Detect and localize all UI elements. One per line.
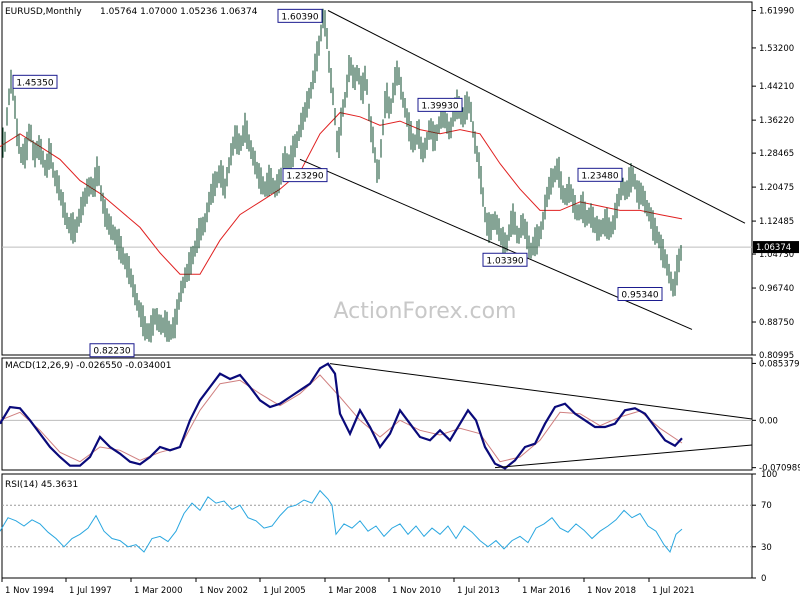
price-trend-lines xyxy=(299,10,746,330)
price-tick-label: 1.04730 xyxy=(759,250,794,260)
price-annotations: 1.45350 0.82230 1.60390 1.23290 1.39930 1.033… xyxy=(12,8,663,358)
panel-frame xyxy=(1,357,753,471)
price-tick-label: 0.96740 xyxy=(759,284,794,294)
x-tick-label: 1 Nov 2002 xyxy=(199,586,248,596)
rsi-tick-label: 70 xyxy=(761,501,772,511)
rsi-axis-ticks: 100 70 30 0 xyxy=(752,470,777,584)
rsi-tick-label: 0 xyxy=(761,574,766,584)
price-annotation-label: 1.60390 xyxy=(281,12,318,22)
x-tick-label: 1 Nov 2018 xyxy=(587,586,636,596)
macd-tick-label: 0.00 xyxy=(759,416,778,426)
macd-tick-label: -0.070989 xyxy=(759,464,800,474)
x-tick-label: 1 Jul 1997 xyxy=(69,586,112,596)
price-annotation-box xyxy=(482,252,528,267)
chart-ohlc-label: 1.05764 1.07000 1.05236 1.06374 xyxy=(100,7,258,17)
price-annotation-box xyxy=(89,343,135,358)
x-axis-ticks: 1 Nov 1994 1 Jul 1997 1 Mar 2000 1 Nov 2002… xyxy=(1,578,695,596)
price-tick-label: 1.44210 xyxy=(759,82,794,92)
macd-tick-label: 0.085379 xyxy=(759,359,800,369)
price-tick-label: 0.80995 xyxy=(759,351,794,361)
macd-line xyxy=(0,362,683,470)
macd-signal-line xyxy=(0,374,683,463)
price-annotation-box xyxy=(417,97,463,112)
panel-frame xyxy=(1,473,753,579)
moving-average-line xyxy=(0,112,683,275)
price-trend-line xyxy=(327,10,746,224)
panel-frame xyxy=(1,1,753,356)
price-tick-label: 1.61990 xyxy=(759,7,794,17)
price-tick-label: 0.88750 xyxy=(759,318,794,328)
macd-axis-ticks: 0.085379 0.00 -0.070989 xyxy=(752,359,800,474)
price-annotation-label: 0.95340 xyxy=(621,290,658,300)
x-tick-label: 1 Mar 2008 xyxy=(328,586,376,596)
price-tick-label: 1.36220 xyxy=(759,116,794,126)
price-annotation-box xyxy=(277,8,323,23)
rsi-line xyxy=(0,489,683,554)
x-tick-label: 1 Nov 2010 xyxy=(392,586,441,596)
macd-series xyxy=(0,362,753,470)
price-annotation-label: 1.45350 xyxy=(16,78,53,88)
x-tick-label: 1 Jul 2013 xyxy=(457,586,500,596)
x-tick-label: 1 Jul 2021 xyxy=(652,586,695,596)
price-axis-ticks: 1.61990 1.53200 1.44210 1.36220 1.28465 1.204… xyxy=(752,7,799,361)
macd-label: MACD(12,26,9) -0.026550 -0.034001 xyxy=(5,361,171,371)
rsi-label: RSI(14) 45.3631 xyxy=(5,480,78,490)
macd-trend-line xyxy=(494,444,753,469)
price-annotation-label: 1.23290 xyxy=(286,172,323,182)
price-annotation-label: 1.23480 xyxy=(581,171,618,181)
price-annotation-box xyxy=(577,167,623,182)
x-tick-label: 1 Mar 2016 xyxy=(522,586,570,596)
price-tick-label: 1.53200 xyxy=(759,44,794,54)
price-trend-line xyxy=(299,158,693,330)
last-price-tag-label: 1.06374 xyxy=(756,243,791,253)
rsi-series xyxy=(0,489,752,554)
panel-frames xyxy=(1,1,753,579)
price-tick-label: 1.28465 xyxy=(759,149,794,159)
price-series xyxy=(2,8,682,343)
price-tick-label: 1.12485 xyxy=(759,217,794,227)
price-annotation-label: 1.39930 xyxy=(421,101,458,111)
x-tick-label: 1 Nov 1994 xyxy=(5,586,54,596)
watermark: ActionForex.com xyxy=(334,299,517,324)
price-annotation-box xyxy=(617,286,663,301)
price-annotation-label: 0.82230 xyxy=(93,347,130,357)
macd-trend-line xyxy=(329,363,753,420)
price-annotation-label: 1.03390 xyxy=(486,256,523,266)
price-annotation-box xyxy=(282,168,328,183)
price-annotation-box xyxy=(12,74,58,89)
x-tick-label: 1 Mar 2000 xyxy=(134,586,182,596)
price-tick-label: 1.20475 xyxy=(759,183,794,193)
rsi-tick-label: 30 xyxy=(761,543,772,553)
last-price-tag xyxy=(753,241,799,254)
moving-average-line-path xyxy=(0,112,683,275)
rsi-tick-label: 100 xyxy=(761,470,777,480)
chart-symbol-label: EURUSD,Monthly xyxy=(5,7,82,17)
x-tick-label: 1 Jul 2005 xyxy=(263,586,306,596)
